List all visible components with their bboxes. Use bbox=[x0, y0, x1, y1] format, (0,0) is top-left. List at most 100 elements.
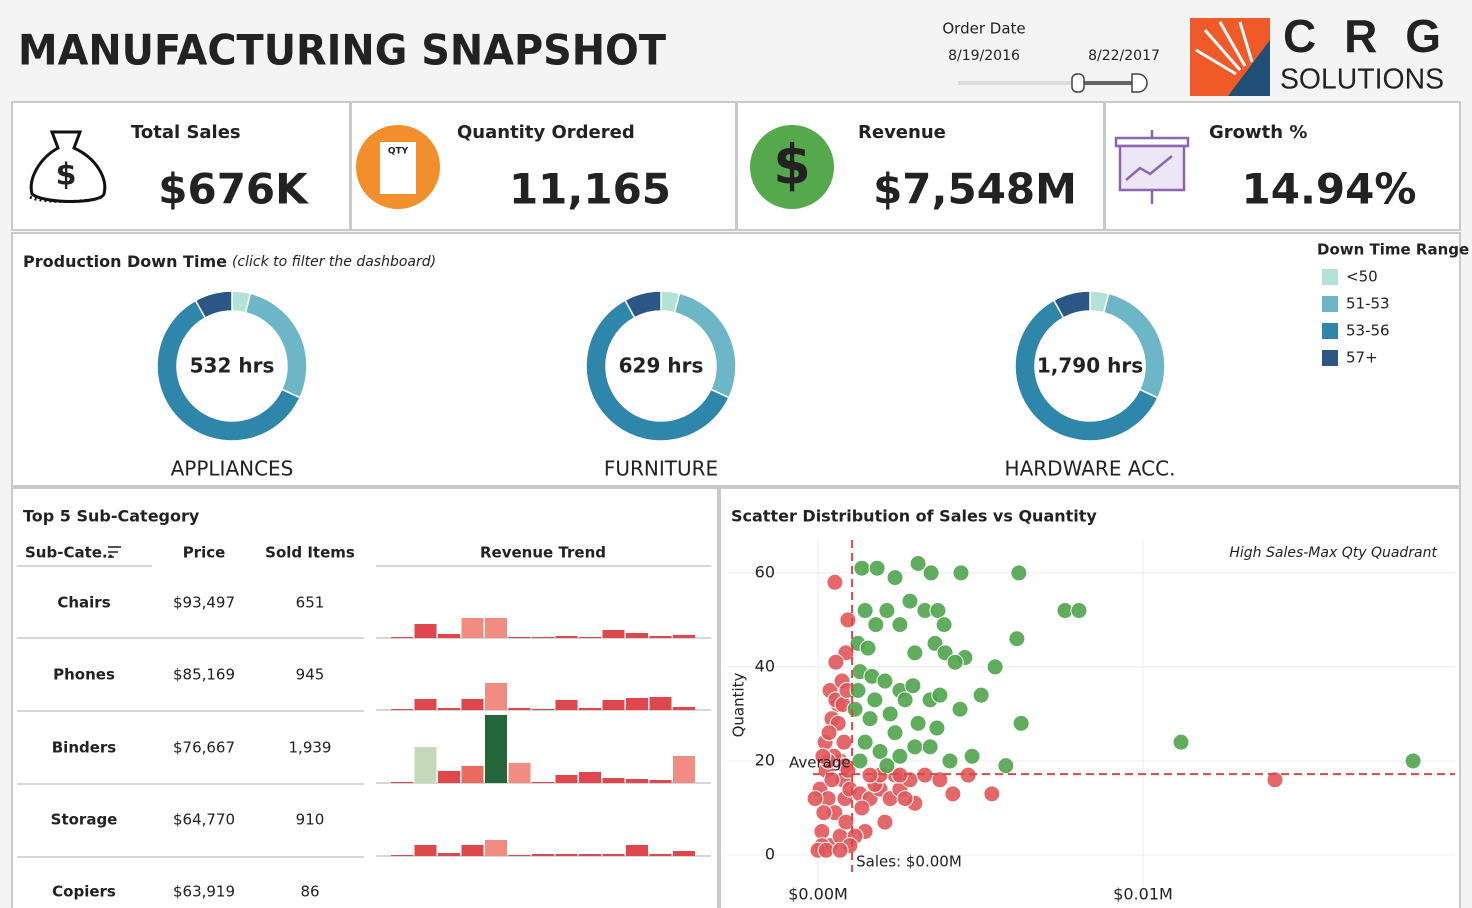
kpi-value: 14.94% bbox=[1242, 165, 1417, 214]
trend-bar bbox=[438, 634, 460, 638]
scatter-point bbox=[886, 724, 904, 742]
scatter-point bbox=[867, 616, 885, 634]
scatter-point bbox=[1010, 564, 1028, 582]
scatter-point bbox=[986, 658, 1004, 676]
row-sold: 651 bbox=[296, 594, 325, 612]
row-price: $64,770 bbox=[173, 811, 235, 829]
table-panel bbox=[11, 487, 719, 908]
row-sold: 1,939 bbox=[289, 739, 332, 757]
y-tick-label: 40 bbox=[755, 656, 775, 675]
money-bag-icon bbox=[29, 130, 107, 203]
row-sold: 86 bbox=[300, 883, 319, 901]
trend-bar bbox=[532, 637, 554, 638]
scatter-point bbox=[859, 639, 877, 657]
trend-bar bbox=[673, 635, 695, 638]
donut-category: APPLIANCES bbox=[171, 457, 294, 481]
trend-bar bbox=[485, 840, 507, 856]
scatter-point bbox=[853, 559, 871, 577]
row-name: Storage bbox=[51, 811, 118, 829]
donut-segment[interactable] bbox=[585, 299, 730, 442]
legend-swatch bbox=[1322, 296, 1338, 312]
slider-handle[interactable] bbox=[1131, 73, 1148, 93]
donut-total: 629 hrs bbox=[619, 354, 704, 378]
trend-bar bbox=[438, 708, 460, 710]
row-sold: 945 bbox=[296, 666, 325, 684]
date-slider[interactable] bbox=[958, 73, 1148, 93]
row-name: Binders bbox=[52, 739, 117, 757]
scatter-point bbox=[941, 752, 959, 770]
legend-title: Down Time Range bbox=[1317, 241, 1469, 259]
trend-bar bbox=[555, 636, 578, 638]
scatter-point bbox=[876, 672, 894, 690]
trend-bar bbox=[579, 854, 601, 856]
legend-swatch bbox=[1322, 350, 1338, 366]
legend-label: 51-53 bbox=[1346, 295, 1390, 313]
trend-bar bbox=[414, 624, 437, 638]
donut-segment[interactable] bbox=[624, 290, 662, 319]
scatter-point bbox=[835, 733, 853, 751]
row-price: $85,169 bbox=[173, 666, 235, 684]
scatter-point bbox=[878, 757, 896, 775]
scatter-point bbox=[922, 564, 940, 582]
sort-icon[interactable] bbox=[108, 546, 121, 558]
trend-bar bbox=[673, 707, 695, 710]
quadrant-note: High Sales-Max Qty Quadrant bbox=[1229, 545, 1437, 561]
trend-bar bbox=[579, 637, 601, 638]
scatter-point bbox=[826, 573, 844, 591]
trend-bar bbox=[461, 618, 484, 638]
trend-bar bbox=[555, 700, 578, 710]
donut-segment[interactable] bbox=[194, 290, 233, 319]
trend-bar bbox=[532, 709, 554, 710]
trend-bar bbox=[626, 698, 648, 710]
trend-bar bbox=[391, 782, 413, 783]
slider-handle[interactable] bbox=[1071, 73, 1085, 93]
trend-bar bbox=[602, 778, 625, 783]
donut-category: HARDWARE ACC. bbox=[1005, 457, 1176, 481]
trend-bar bbox=[555, 775, 578, 783]
scatter-point bbox=[876, 813, 894, 831]
y-axis-label: Quantity bbox=[730, 672, 748, 737]
trend-bar bbox=[438, 853, 460, 856]
scatter-point bbox=[820, 724, 838, 742]
row-name: Phones bbox=[53, 666, 115, 684]
legend-swatch bbox=[1322, 323, 1338, 339]
scatter-point bbox=[1070, 602, 1088, 620]
trend-bar bbox=[532, 782, 554, 783]
scatter-point bbox=[1172, 733, 1190, 751]
scatter-point bbox=[931, 686, 949, 704]
bag-stitch bbox=[29, 195, 103, 203]
trend-bar bbox=[485, 715, 507, 783]
logo-lines bbox=[1195, 21, 1254, 76]
trend-bar bbox=[649, 636, 672, 638]
section-title: Top 5 Sub-Category bbox=[23, 507, 200, 526]
column-header: Sold Items bbox=[265, 544, 355, 562]
scatter-point bbox=[935, 616, 953, 634]
scatter-point bbox=[904, 677, 922, 695]
trend-bar bbox=[485, 618, 507, 638]
qty-clipboard bbox=[380, 142, 416, 194]
donut-segment[interactable] bbox=[156, 299, 301, 442]
donut-segment[interactable] bbox=[1052, 290, 1091, 319]
scatter-point bbox=[868, 559, 886, 577]
trend-bar bbox=[414, 845, 437, 856]
growth-icon bbox=[1114, 130, 1190, 204]
y-tick-label: 20 bbox=[755, 750, 775, 769]
scatter-point bbox=[909, 555, 927, 573]
scatter-point bbox=[896, 691, 914, 709]
scatter-point bbox=[891, 616, 909, 634]
filter-start: 8/19/2016 bbox=[948, 48, 1020, 64]
scatter-point bbox=[1266, 771, 1284, 789]
donut-segment[interactable] bbox=[1014, 299, 1159, 442]
kpi-label: Revenue bbox=[858, 122, 946, 143]
scatter-point bbox=[815, 804, 833, 822]
scatter-point bbox=[983, 785, 1001, 803]
panels bbox=[11, 101, 1461, 908]
kpi-panel bbox=[11, 101, 351, 231]
trend-bar bbox=[579, 772, 601, 783]
scatter-point bbox=[891, 747, 909, 765]
board-trend bbox=[1125, 155, 1173, 181]
scatter-point bbox=[1008, 630, 1026, 648]
donut-category: FURNITURE bbox=[604, 457, 718, 481]
scatter-point bbox=[849, 681, 867, 699]
trend-bar bbox=[649, 780, 672, 783]
